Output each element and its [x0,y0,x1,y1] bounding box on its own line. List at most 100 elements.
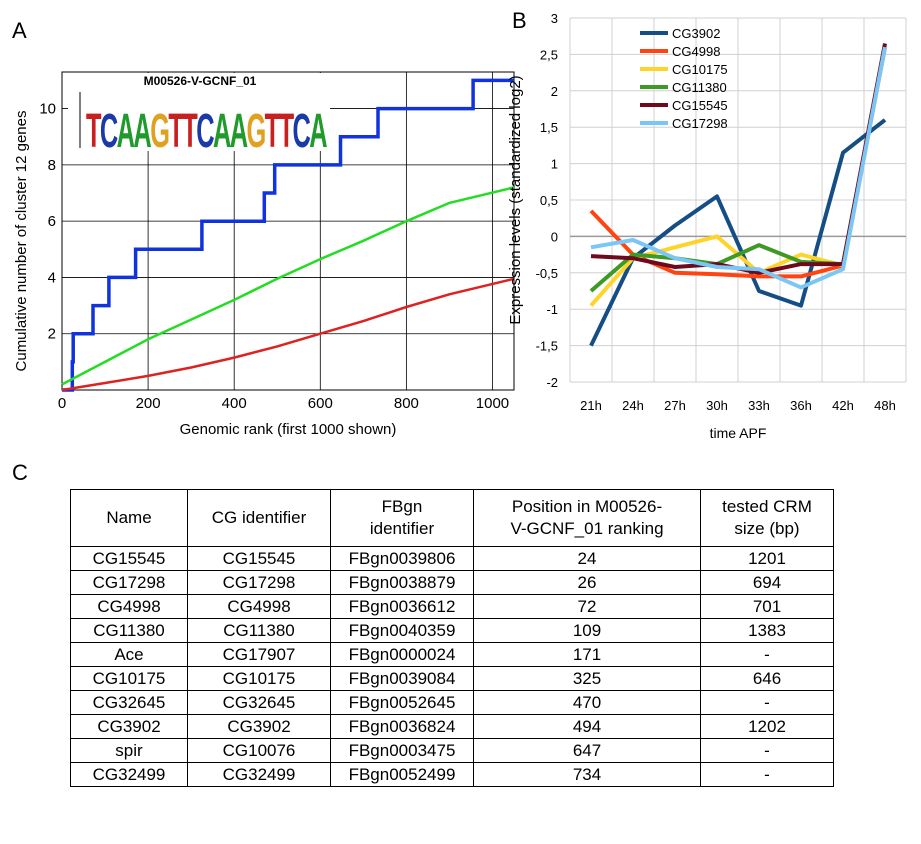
table-cell: CG10076 [187,738,331,763]
y-axis-label: Cumulative number of cluster 12 genes [13,111,30,372]
x-tick-label-4: 800 [394,395,419,412]
table-cell: FBgn0038879 [330,570,474,595]
col-header-name-line1: Name [106,508,152,527]
legend-label-5: CG17298 [672,116,728,131]
table-cell: 24 [473,546,701,571]
table-cell: 494 [473,714,701,739]
table-cell: 109 [473,618,701,643]
y-tick-label-4: 10 [39,101,56,118]
col-header-crm-line2: size (bp) [734,519,800,538]
table-cell: FBgn0052645 [330,690,474,715]
legend-label-1: CG4998 [672,44,720,59]
y-tick-label-3: 8 [48,157,56,174]
panel-c-letter: C [12,460,28,485]
table-cell: 325 [473,666,701,691]
series-line-0 [589,118,887,347]
table-row: CG15545 CG15545 FBgn0039806 24 1201 [70,546,834,571]
table-cell: 470 [473,690,701,715]
motif-letter-10: G [246,105,265,158]
table-body: CG15545 CG15545 FBgn0039806 24 1201 CG17298 CG… [70,546,834,787]
y-tick-label-0: -2 [546,375,558,390]
table-cell: CG15545 [70,546,188,571]
col-header-fbgn-identifier: FBgn identifier [330,489,474,547]
y-tick-label-2: -1 [546,302,558,317]
chart-a: 0 200 400 600 800 1000 2 4 6 8 10 M00526-V-GCNF_01 T… [13,71,515,438]
table-row: CG32499 CG32499 FBgn0052499 734- [70,762,834,787]
table-cell: CG32499 [70,762,188,787]
x-tick-label-6: 42h [832,398,854,413]
y-tick-label-5: 0,5 [540,193,558,208]
x-tick-label-1: 200 [136,395,161,412]
table-cell: 1201 [700,546,834,571]
y-tick-label-1: -1,5 [536,339,558,354]
col-header-position: Position in M00526- V-GCNF_01 ranking [473,489,701,547]
legend-label-0: CG3902 [672,26,720,41]
table-row: CG10175 CG10175 FBgn0039084 325 646 [70,666,834,691]
motif-letter-7: C [196,105,214,158]
series-line-5 [590,46,887,290]
table-cell: CG10175 [187,666,331,691]
table-cell: CG32645 [70,690,188,715]
col-header-fbgn-line1: FBgn [381,497,423,516]
motif-letter-4: G [150,105,169,158]
motif-letter-2: A [117,105,135,158]
table-cell: CG15545 [187,546,331,571]
table-cell: FBgn0039806 [330,546,474,571]
y-tick-label-4: 0 [551,229,558,244]
table-cell: CG4998 [187,594,331,619]
x-tick-label-3: 30h [706,398,728,413]
table-cell: 1202 [700,714,834,739]
table-row: spir CG10076 FBgn0003475 647- [70,738,834,763]
gene-table: Name CG identifier FBgn identifier Posit… [70,489,834,787]
series-line-0 [62,78,514,392]
y-tick-label-3: -0,5 [536,266,558,281]
table-cell: FBgn0052499 [330,762,474,787]
x-tick-label-3: 600 [308,395,333,412]
col-header-crm-line1: tested CRM [722,497,812,516]
x-tick-label-2: 400 [222,395,247,412]
table-cell: CG17298 [187,570,331,595]
table-cell: FBgn0040359 [330,618,474,643]
table-cell: CG4998 [70,594,188,619]
y-tick-label-6: 1 [551,157,558,172]
table-cell: 1383 [700,618,834,643]
y-tick-label-1: 4 [48,269,56,286]
x-axis-label: Genomic rank (first 1000 shown) [180,421,397,438]
table-row: CG11380 CG11380 FBgn0040359 109 1383 [70,618,834,643]
y-axis-label: Expression levels (standardized log2) [507,75,524,324]
table-cell: 701 [700,594,834,619]
table-cell: 647 [473,738,701,763]
motif-letter-3: A [133,105,151,158]
table-cell: FBgn0000024 [330,642,474,667]
table-cell: 734 [473,762,701,787]
motif-logo-title: M00526-V-GCNF_01 [144,74,257,88]
legend-label-4: CG15545 [672,98,728,113]
table-cell: CG3902 [70,714,188,739]
y-tick-label-8: 2 [551,84,558,99]
x-tick-label-0: 0 [58,395,66,412]
y-tick-label-10: 3 [551,11,558,26]
table-cell: Ace [70,642,188,667]
motif-letter-6: T [182,105,197,158]
legend-label-3: CG11380 [672,80,727,95]
x-tick-label-5: 36h [790,398,812,413]
motif-letter-8: A [213,105,231,158]
table-cell: FBgn0003475 [330,738,474,763]
table-cell: spir [70,738,188,763]
table-cell: FBgn0036612 [330,594,474,619]
col-header-position-line2: V-GCNF_01 ranking [510,519,664,538]
panel-a-letter: A [12,18,27,43]
table-cell: - [700,762,834,787]
table-cell: - [700,690,834,715]
motif-letter-13: C [292,105,310,158]
col-header-crm-size: tested CRM size (bp) [700,489,834,547]
table-cell: 694 [700,570,834,595]
motif-logo-sequence: TCAAGTTCAAGTTCA [86,105,327,158]
col-header-cg-line1: CG identifier [211,508,307,527]
table-row: CG17298 CG17298 FBgn0038879 26 694 [70,570,834,595]
plot-frame [61,71,515,391]
table-cell: CG10175 [70,666,188,691]
panel-b-letter: B [512,8,527,33]
table-row: CG32645 CG32645 FBgn0052645 470- [70,690,834,715]
table-cell: CG17907 [187,642,331,667]
